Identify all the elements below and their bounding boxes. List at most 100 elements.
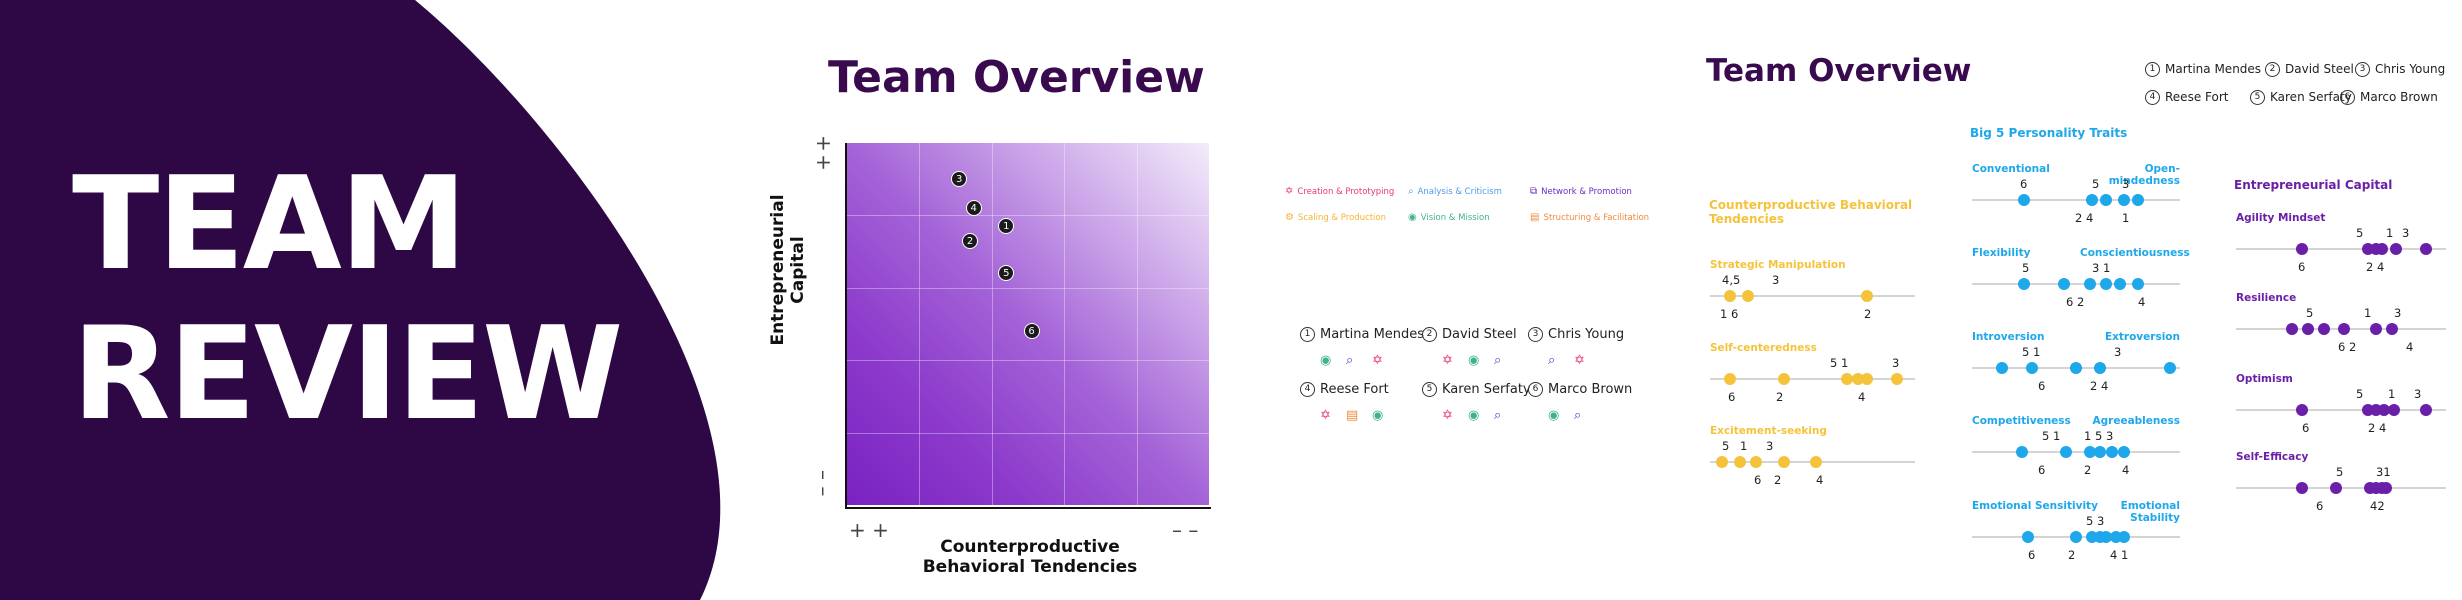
category-scaling-production: ⚙ Scaling & Production	[1285, 212, 1386, 223]
big5-3-dot	[2164, 362, 2176, 374]
eye-icon: ◉	[1372, 408, 1384, 423]
profile-title: Team Overview	[1706, 53, 1972, 89]
cbt-3-dot	[1716, 456, 1728, 468]
grid-line-vertical	[1064, 143, 1066, 505]
member-number-badge: 1	[2145, 62, 2160, 77]
cbt-1-label-below: 1 6	[1720, 307, 1739, 321]
ec-2-dot	[2338, 323, 2350, 335]
member-marker-3[interactable]: 3	[951, 171, 968, 188]
cbt-3-label-above: 3	[1766, 439, 1774, 453]
member-legend-6: 6 Marco Brown	[1528, 382, 1632, 397]
big5-4-dot	[2094, 446, 2106, 458]
member-number-badge: 2	[1422, 327, 1437, 342]
big5-4-name: Competitiveness	[1972, 415, 2071, 427]
big5-3-dot	[2070, 362, 2082, 374]
big5-4-dot	[2060, 446, 2072, 458]
big5-4-label-above: 1 5 3	[2084, 429, 2114, 443]
ec-3-dot	[2388, 404, 2400, 416]
big5-5-dot	[2070, 531, 2082, 543]
ec-1-dot	[2296, 243, 2308, 255]
member-legend-1: 1 Martina Mendes	[1300, 327, 1424, 342]
member-marker-2[interactable]: 2	[962, 232, 979, 249]
big5-3-label-above: 5 1	[2022, 345, 2041, 359]
big5-1-label-above: 6	[2020, 177, 2028, 191]
cbt-2-label-above: 5 1	[1830, 356, 1849, 370]
ec-4-dot	[2380, 482, 2392, 494]
ec-2-label-above: 5	[2306, 306, 2314, 320]
grid-line-vertical	[991, 143, 993, 505]
big5-5-name-right: Emotional Stability	[2120, 500, 2180, 524]
big5-5-dot	[2022, 531, 2034, 543]
grid-line-horizontal	[847, 287, 1209, 289]
big5-1-name: Conventional	[1972, 163, 2050, 175]
member-marker-1[interactable]: 1	[998, 218, 1015, 235]
big5-2-dot	[2132, 278, 2144, 290]
big5-3-name: Introversion	[1972, 331, 2045, 343]
category-label: Creation & Prototyping	[1297, 187, 1395, 197]
category-creation-prototyping: ✡ Creation & Prototyping	[1285, 186, 1394, 197]
magnifier-icon: ⌕	[1494, 353, 1502, 368]
ec-2-label-above: 1	[2364, 306, 2372, 320]
member-marker-5[interactable]: 5	[998, 265, 1015, 282]
category-vision-mission: ◉ Vision & Mission	[1408, 212, 1490, 223]
magnifier-icon: ⌕	[1494, 408, 1502, 423]
big5-2-name-right: Conscientiousness	[2080, 247, 2190, 259]
big5-3-label-below: 2 4	[2090, 379, 2109, 393]
big5-2-dot	[2084, 278, 2096, 290]
wand-icon: ✡	[1372, 353, 1383, 368]
big5-2-dot	[2100, 278, 2112, 290]
cbt-2-label-below: 4	[1858, 390, 1866, 404]
member-legend-right-6: 6 Marco Brown	[2340, 90, 2438, 105]
grid-line-horizontal	[847, 432, 1209, 434]
big5-1-line	[1972, 199, 2180, 201]
big5-3-dot	[2094, 362, 2106, 374]
member-marker-4[interactable]: 4	[965, 200, 982, 217]
cbt-3-name: Excitement-seeking	[1710, 425, 1827, 437]
grid-line-horizontal	[847, 215, 1209, 217]
big5-2-label-above: 5	[2022, 261, 2030, 275]
ec-2-label-below: 6 2	[2338, 340, 2357, 354]
big5-4-label-below: 2	[2084, 463, 2092, 477]
member-name: Marco Brown	[1548, 382, 1633, 397]
ec-2-dot	[2286, 323, 2298, 335]
cbt-3-dot	[1810, 456, 1822, 468]
ec-1-dot	[2420, 243, 2432, 255]
member-number-badge: 2	[2265, 62, 2280, 77]
ec-4-label-below: 42	[2370, 499, 2385, 513]
y-axis-title: Entrepreneurial Capital	[768, 110, 838, 345]
member-number-badge: 4	[2145, 90, 2160, 105]
cbt-section-title: Counterproductive Behavioral Tendencies	[1709, 198, 1912, 226]
member-name: Reese Fort	[2165, 90, 2229, 104]
network-icon: ⧉	[1530, 186, 1538, 197]
big5-1-label-below: 2 4	[2075, 211, 2094, 225]
member-name: Karen Serfaty	[1442, 382, 1531, 397]
y-axis-top-label: + +	[812, 135, 836, 169]
member-name: Martina Mendes	[1320, 327, 1425, 342]
eye-icon: ◉	[1468, 353, 1480, 368]
ec-3-label-below: 6	[2302, 421, 2310, 435]
ec-2-dot	[2318, 323, 2330, 335]
cbt-3-label-below: 2	[1774, 473, 1782, 487]
category-label: Vision & Mission	[1420, 213, 1490, 223]
ec-4-name: Self-Efficacy	[2236, 451, 2309, 463]
cbt-2-label-below: 2	[1776, 390, 1784, 404]
ec-3-label-above: 1	[2388, 387, 2396, 401]
y-axis-title-1: Entrepreneurial	[768, 194, 788, 346]
cbt-3-label-above: 1	[1740, 439, 1748, 453]
cbt-3-dot	[1734, 456, 1746, 468]
big5-2-dot	[2018, 278, 2030, 290]
ec-section-title: Entrepreneurial Capital	[2234, 178, 2393, 192]
big5-3-name-right: Extroversion	[2104, 331, 2180, 343]
ec-2-dot	[2370, 323, 2382, 335]
member-marker-6[interactable]: 6	[1023, 323, 1040, 340]
big5-5-label-below: 4 1	[2110, 548, 2129, 562]
ec-1-name: Agility Mindset	[2236, 212, 2326, 224]
big5-1-dot	[2018, 194, 2030, 206]
big5-5-label-below: 2	[2068, 548, 2076, 562]
member-number-badge: 6	[2340, 90, 2355, 105]
member-legend-5: 5 Karen Serfaty	[1422, 382, 1531, 397]
ec-3-label-below: 2 4	[2368, 421, 2387, 435]
member-legend-4: 4 Reese Fort	[1300, 382, 1389, 397]
cbt-2-dot	[1778, 373, 1790, 385]
